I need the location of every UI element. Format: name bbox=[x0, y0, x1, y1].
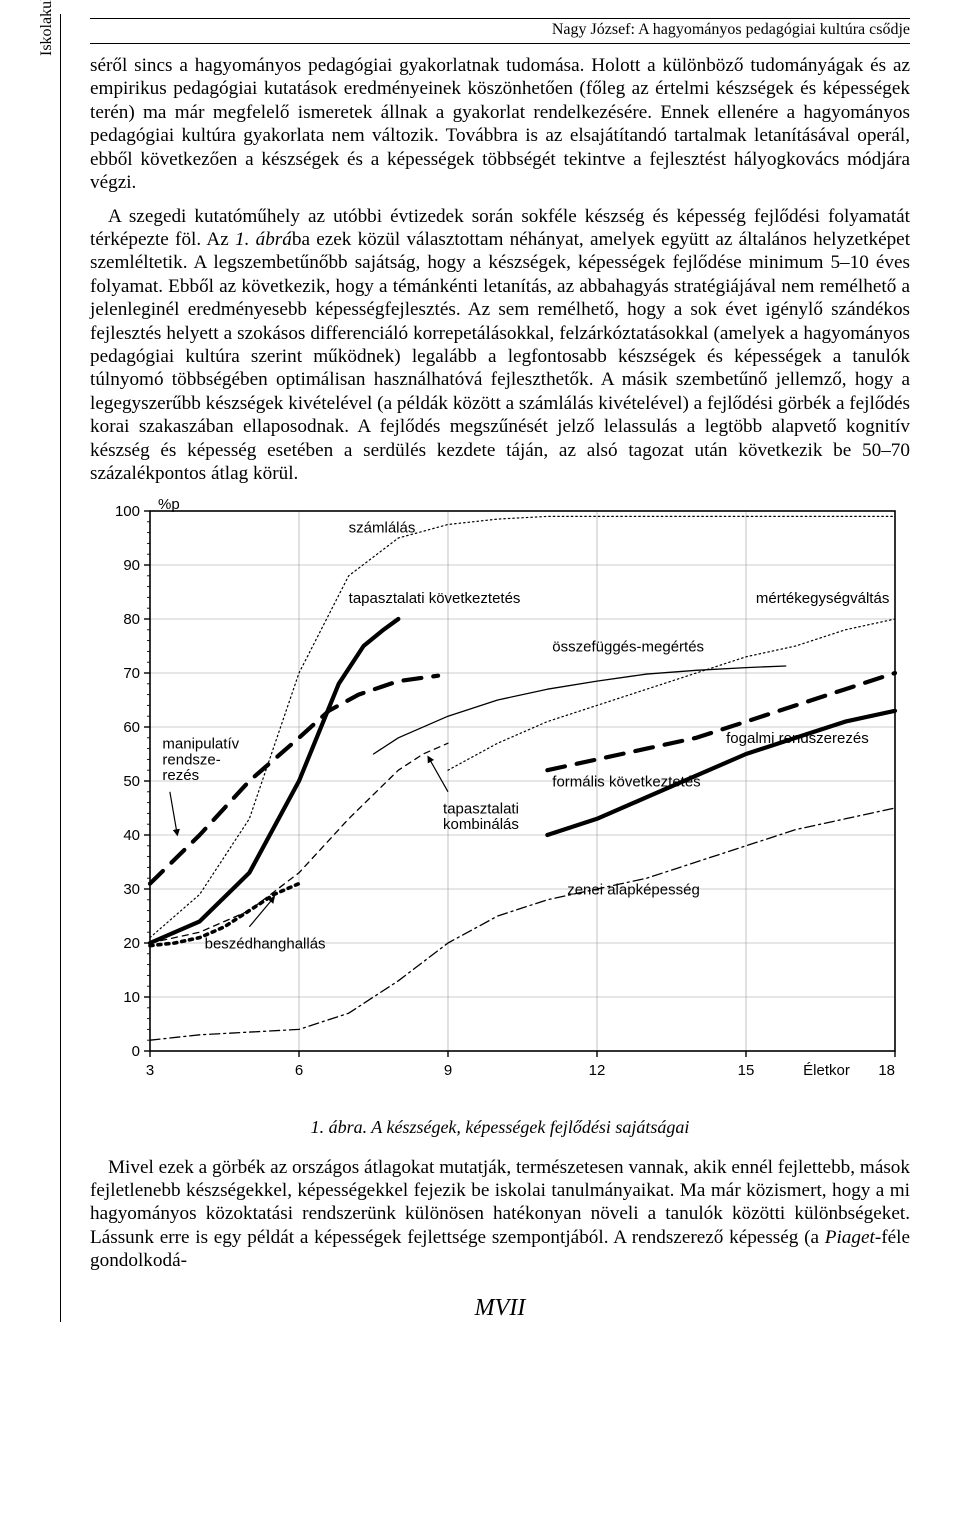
svg-text:rendsze-: rendsze- bbox=[162, 751, 220, 768]
p2-b: ba ezek közül választottam néhányat, ame… bbox=[90, 229, 910, 484]
svg-text:rezés: rezés bbox=[162, 767, 199, 784]
svg-text:80: 80 bbox=[123, 611, 140, 628]
svg-text:70: 70 bbox=[123, 665, 140, 682]
svg-text:Életkor: Életkor bbox=[803, 1062, 850, 1079]
svg-text:100: 100 bbox=[115, 503, 140, 520]
paragraph-3: Mivel ezek a görbék az országos átlagoka… bbox=[90, 1156, 910, 1273]
svg-text:30: 30 bbox=[123, 881, 140, 898]
chart-svg: 0 10 20 30 40 50 60 70 80 90 100 3 6 9 12 15 18 Életkor %p… bbox=[90, 496, 910, 1096]
svg-text:zenei alapképesség: zenei alapképesség bbox=[567, 881, 700, 898]
page-number: MVII bbox=[90, 1295, 910, 1322]
svg-text:12: 12 bbox=[589, 1062, 606, 1079]
sidebar-label: Iskolakultúra 2005/6–7 bbox=[38, 0, 56, 56]
svg-text:beszédhanghallás: beszédhanghallás bbox=[205, 935, 326, 952]
paragraph-1: séről sincs a hagyományos pedagógiai gya… bbox=[90, 54, 910, 195]
svg-text:összefüggés-megértés: összefüggés-megértés bbox=[552, 638, 704, 655]
running-head: Nagy József: A hagyományos pedagógiai ku… bbox=[90, 21, 910, 39]
figure-1: 0 10 20 30 40 50 60 70 80 90 100 3 6 9 12 15 18 Életkor %p… bbox=[90, 496, 910, 1101]
p2-italic: 1. ábrá bbox=[235, 229, 292, 250]
svg-text:fogalmi rendszerezés: fogalmi rendszerezés bbox=[726, 730, 869, 747]
svg-text:90: 90 bbox=[123, 557, 140, 574]
svg-text:60: 60 bbox=[123, 719, 140, 736]
p3-italic: Piaget bbox=[825, 1227, 875, 1248]
paragraph-2: A szegedi kutatóműhely az utóbbi évtized… bbox=[90, 205, 910, 486]
svg-text:tapasztalati következtetés: tapasztalati következtetés bbox=[349, 589, 521, 606]
svg-text:18: 18 bbox=[878, 1062, 895, 1079]
svg-text:50: 50 bbox=[123, 773, 140, 790]
svg-text:9: 9 bbox=[444, 1062, 452, 1079]
p3-a: Mivel ezek a görbék az országos átlagoka… bbox=[90, 1157, 910, 1248]
svg-text:20: 20 bbox=[123, 935, 140, 952]
svg-text:15: 15 bbox=[738, 1062, 755, 1079]
svg-text:40: 40 bbox=[123, 827, 140, 844]
svg-text:formális következtetés: formális következtetés bbox=[552, 773, 700, 790]
figure-caption: 1. ábra. A készségek, képességek fejlődé… bbox=[90, 1117, 910, 1138]
svg-text:6: 6 bbox=[295, 1062, 303, 1079]
svg-text:%p: %p bbox=[158, 496, 180, 513]
svg-text:számlálás: számlálás bbox=[349, 519, 416, 536]
svg-text:manipulatív: manipulatív bbox=[162, 735, 239, 752]
svg-text:kombinálás: kombinálás bbox=[443, 816, 519, 833]
svg-text:tapasztalati: tapasztalati bbox=[443, 800, 519, 817]
svg-text:3: 3 bbox=[146, 1062, 154, 1079]
svg-text:mértékegységváltás: mértékegységváltás bbox=[756, 589, 889, 606]
svg-text:10: 10 bbox=[123, 989, 140, 1006]
svg-text:0: 0 bbox=[132, 1043, 140, 1060]
left-rule bbox=[60, 14, 61, 1322]
